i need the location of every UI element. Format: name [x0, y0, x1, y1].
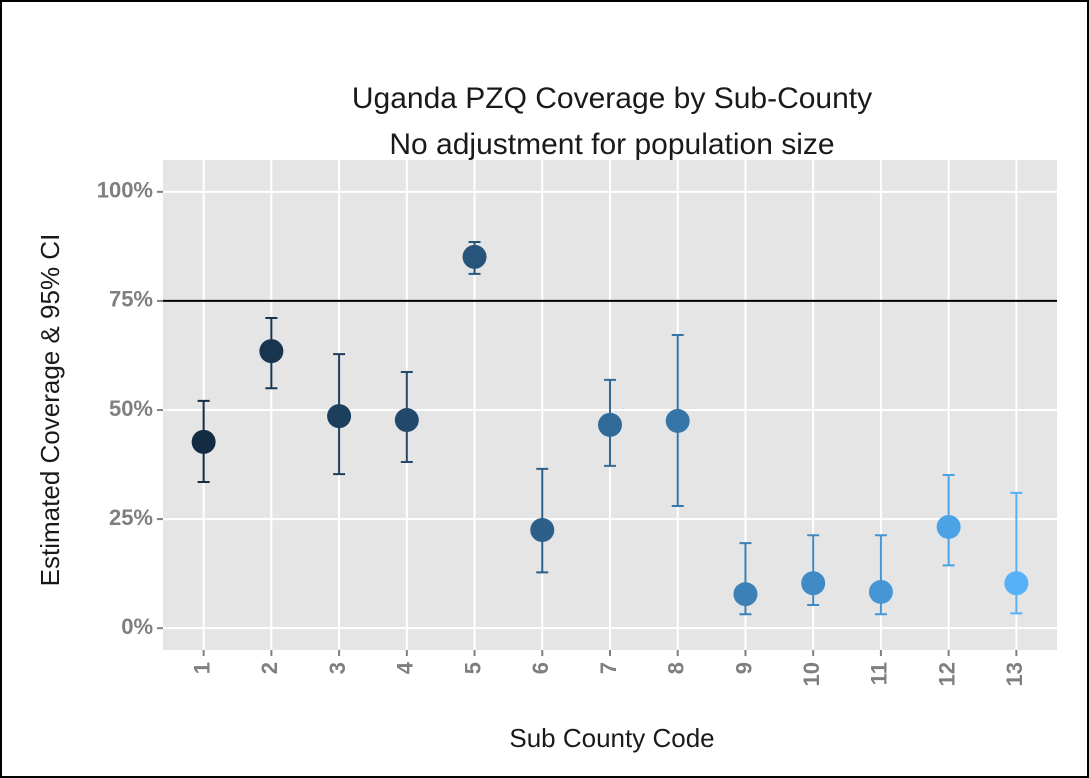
- x-tick-label: 12: [934, 662, 959, 686]
- x-tick-label: 7: [596, 662, 621, 674]
- point: [733, 582, 758, 607]
- y-tick-label: 100%: [97, 178, 153, 203]
- x-tick-label: 3: [325, 662, 350, 674]
- point: [462, 244, 487, 269]
- x-tick-label: 8: [664, 662, 689, 674]
- x-tick-label: 9: [731, 662, 756, 674]
- x-tick-label: 1: [189, 662, 214, 674]
- point: [665, 408, 690, 433]
- x-tick-label: 4: [393, 661, 418, 674]
- point: [936, 514, 961, 539]
- x-tick-label: 2: [257, 662, 282, 674]
- x-tick-label: 6: [528, 662, 553, 674]
- x-tick-label: 13: [1002, 662, 1027, 686]
- point: [1004, 571, 1029, 596]
- y-tick-label: 25%: [109, 505, 153, 530]
- y-tick-label: 75%: [109, 287, 153, 312]
- point: [259, 339, 284, 364]
- chart-title: Uganda PZQ Coverage by Sub-County: [352, 82, 872, 115]
- y-tick-label: 50%: [109, 396, 153, 421]
- x-axis-title: Sub County Code: [509, 723, 714, 753]
- point: [868, 579, 893, 604]
- y-axis-title: Estimated Coverage & 95% CI: [35, 234, 65, 587]
- point: [598, 412, 622, 437]
- y-tick-label: 0%: [121, 614, 153, 639]
- x-tick-label: 11: [867, 662, 892, 685]
- point: [394, 408, 419, 433]
- point: [530, 518, 555, 543]
- point: [327, 404, 352, 429]
- x-tick-label: 5: [460, 662, 485, 674]
- point: [801, 571, 826, 596]
- x-tick-label: 10: [799, 662, 824, 686]
- chart-subtitle: No adjustment for population size: [389, 128, 834, 161]
- point: [191, 429, 216, 454]
